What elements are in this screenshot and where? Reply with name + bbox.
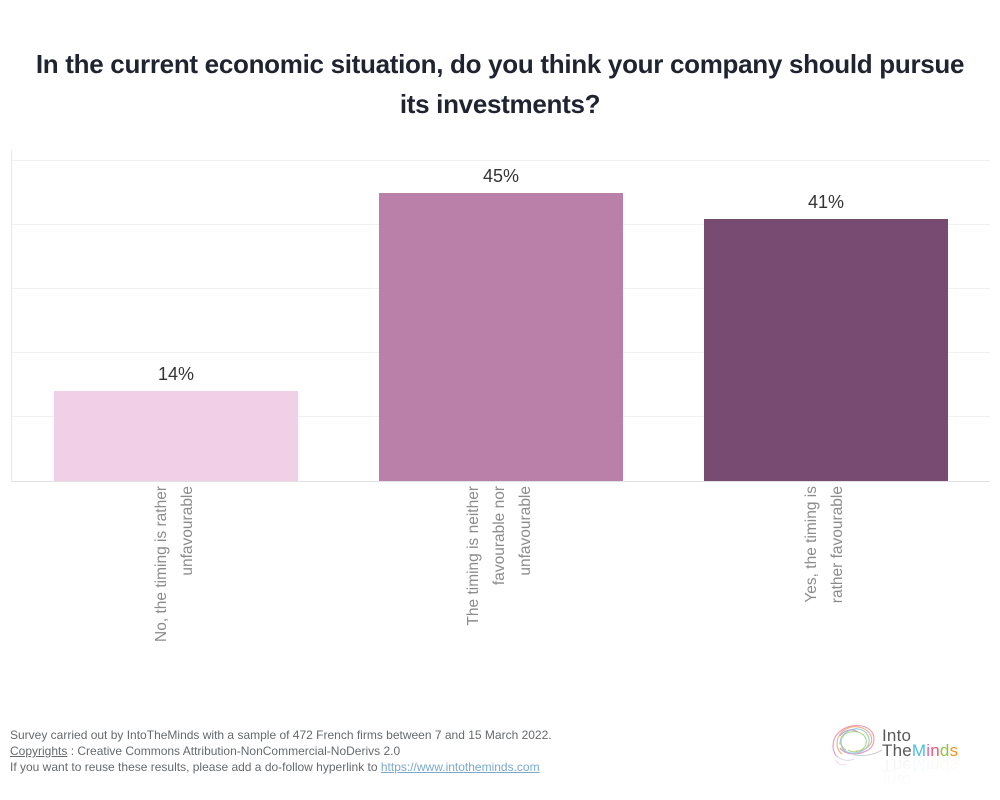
logo-text: Into TheMinds: [882, 726, 959, 760]
x-axis-label-text: Yes, the timing is rather favourable: [803, 486, 846, 604]
logo-letter-m: M: [911, 741, 927, 760]
bar-value-label: 41%: [807, 192, 845, 212]
bar-group-neither: 45%: [379, 150, 623, 481]
logo-the: The: [882, 741, 912, 760]
caption-line-2-text: : Creative Commons Attribution-NonCommer…: [67, 744, 401, 758]
bar-value-label: 45%: [482, 166, 520, 186]
copyrights-link[interactable]: Copyrights: [10, 744, 68, 758]
plot-area: 14% 45% 41%: [11, 150, 990, 482]
x-axis-label-text: The timing is neither favourable nor unf…: [465, 486, 534, 626]
logo-letter-n: n: [930, 741, 940, 760]
brain-scribble-icon: [832, 724, 883, 766]
logo-line-into: Into: [882, 726, 912, 745]
caption-line-1: Survey carried out by IntoTheMinds with …: [10, 728, 552, 742]
logo-reflection-fade: [828, 756, 994, 796]
logo-letter-s: s: [949, 741, 959, 760]
caption: Survey carried out by IntoTheMinds with …: [10, 727, 552, 775]
x-axis-label-text: No, the timing is rather unfavourable: [153, 486, 196, 642]
bar-group-no: 14%: [54, 150, 298, 481]
caption-line-3-text: If you want to reuse these results, plea…: [10, 760, 381, 774]
x-axis-label-neither: The timing is neither favourable nor unf…: [385, 486, 615, 716]
intotheminds-logo: Into TheMinds Into TheMinds: [828, 716, 994, 796]
x-axis-label-yes: Yes, the timing is rather favourable: [710, 486, 940, 716]
gridline-50pct: [12, 160, 990, 161]
x-axis-label-no: No, the timing is rather unfavourable: [60, 486, 290, 716]
bar-group-yes: 41%: [704, 150, 948, 481]
intotheminds-url-link[interactable]: https://www.intotheminds.com: [380, 760, 540, 774]
caption-line-2: Copyrights : Creative Commons Attributio…: [10, 743, 552, 759]
logo-line-theminds: TheMinds: [882, 741, 959, 760]
chart-title: In the current economic situation, do yo…: [35, 49, 965, 119]
logo-letter-d: d: [939, 741, 950, 760]
bar-value-label: 14%: [157, 364, 195, 384]
caption-line-3: If you want to reuse these results, plea…: [10, 759, 552, 775]
bar-no: [54, 391, 298, 481]
bar-yes: [704, 219, 948, 481]
bar-neither: [379, 193, 623, 481]
logo-letter-i: i: [926, 741, 931, 760]
